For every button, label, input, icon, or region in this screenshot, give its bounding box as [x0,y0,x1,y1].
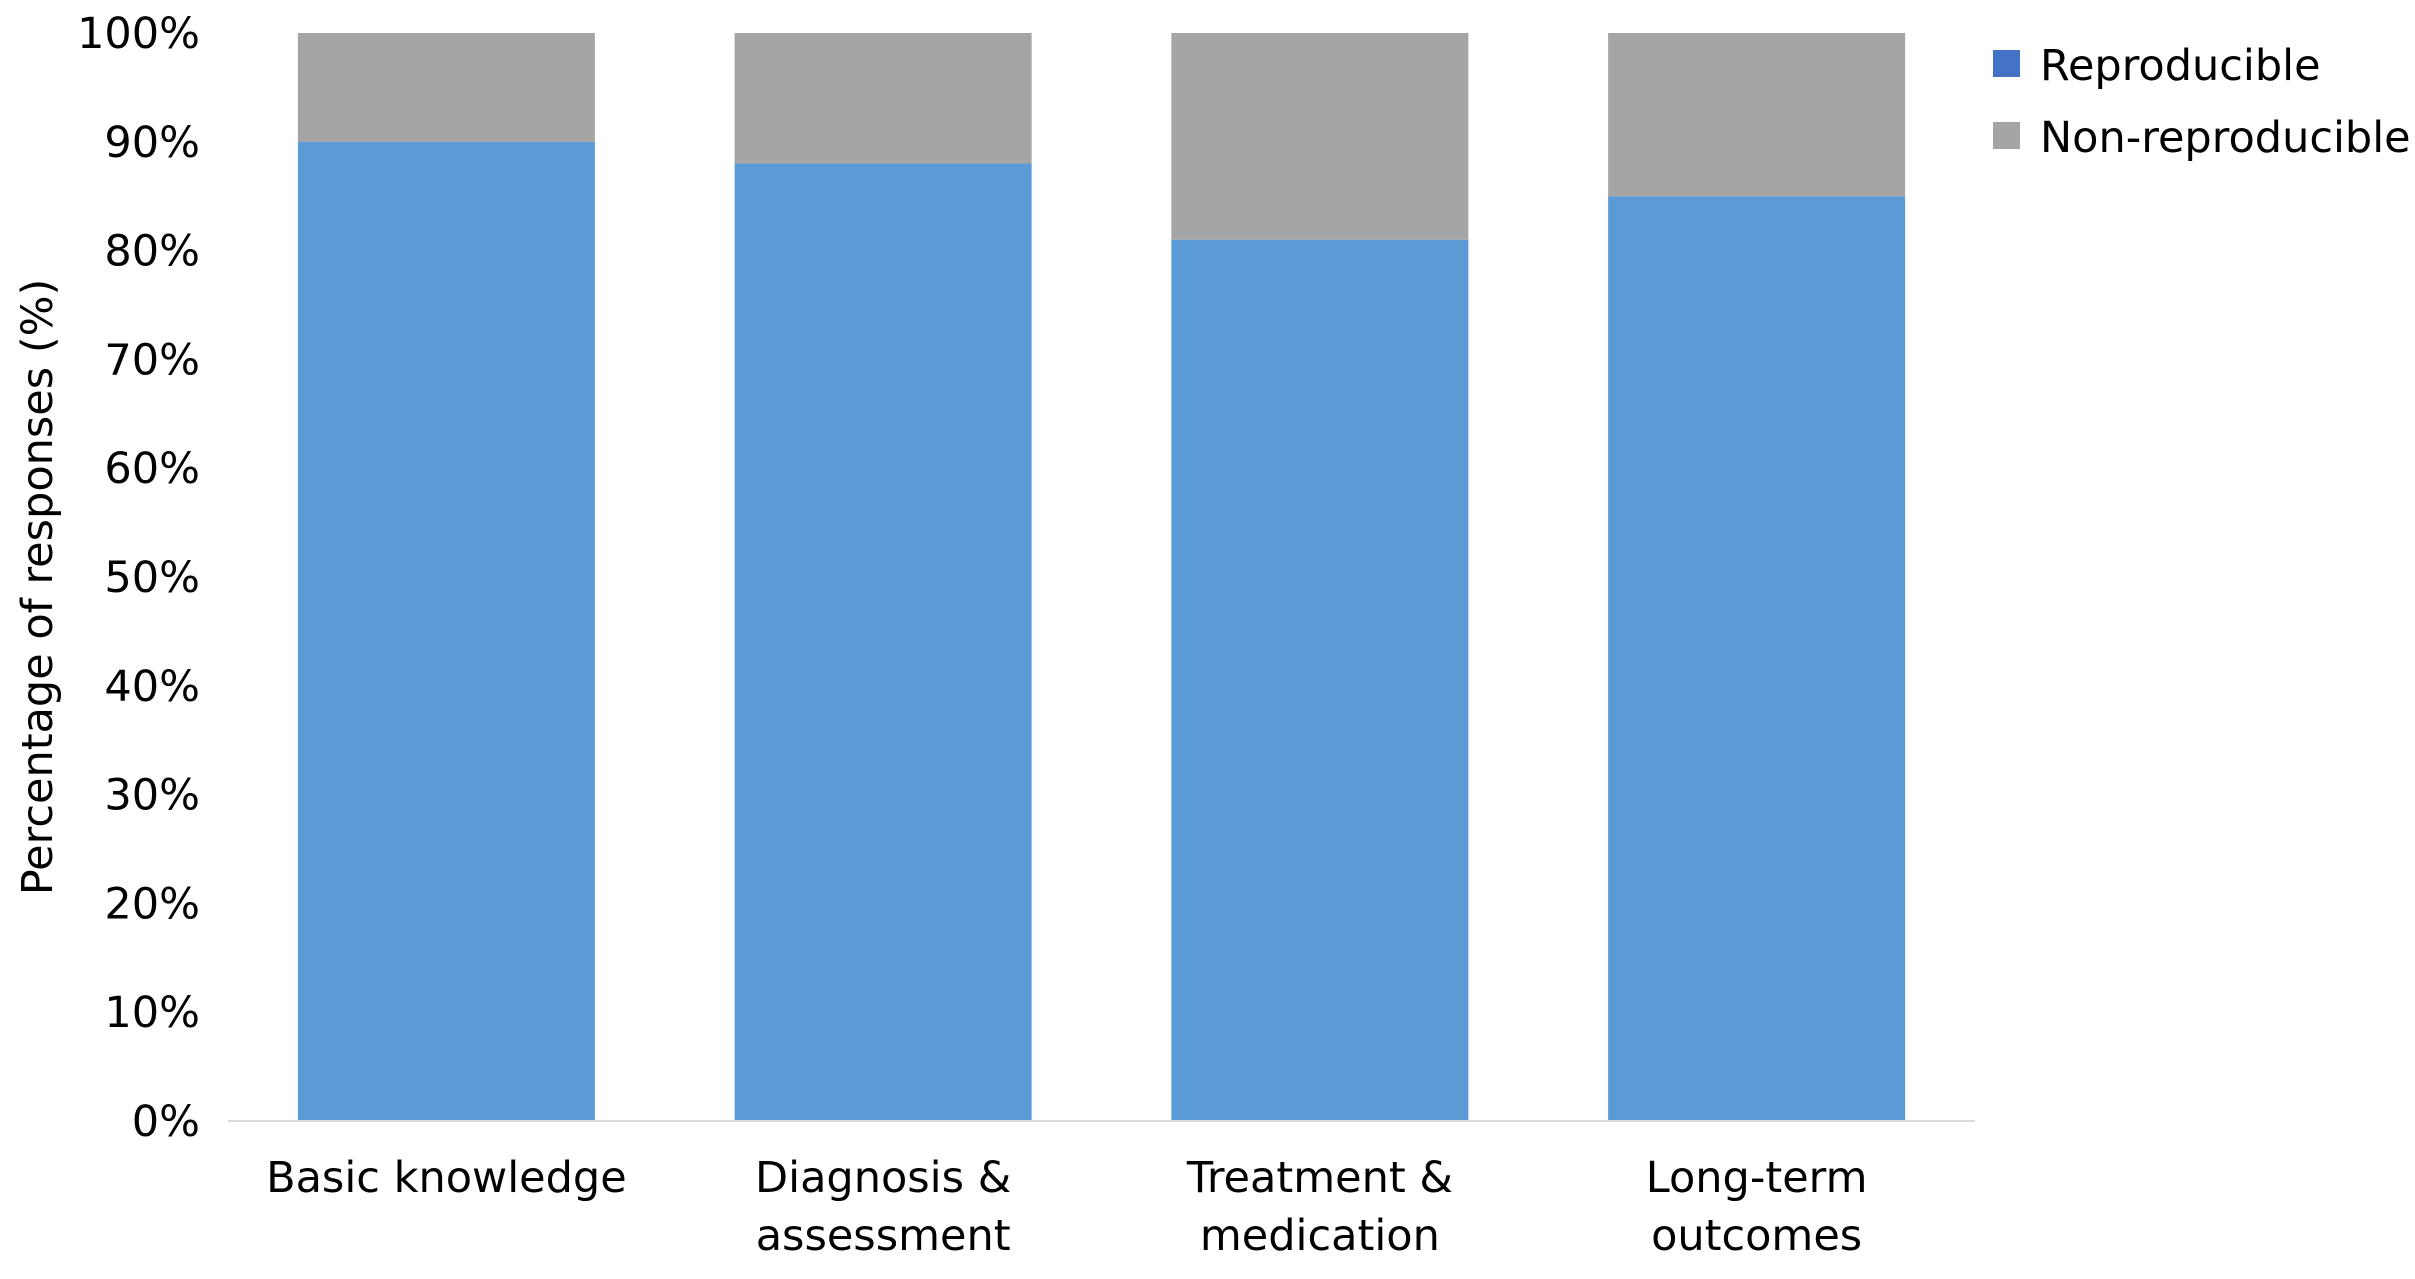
legend: Reproducible Non-reproducible [1993,41,2411,163]
bar-non-reproducible [1171,33,1469,240]
y-tick-label: 30% [104,771,200,821]
x-category-label: Basic knowledge [266,1153,627,1203]
y-tick-label: 60% [104,444,200,494]
legend-swatch [1993,122,2020,149]
y-tick-label: 20% [104,879,200,929]
y-tick-label: 0% [132,1097,200,1147]
bar-reproducible [1171,239,1469,1122]
bars [297,33,1906,1122]
y-tick-label: 100% [77,9,200,59]
y-axis-title: Percentage of responses (%) [13,279,63,895]
legend-label: Non-reproducible [2040,113,2411,163]
bar-reproducible [734,163,1032,1121]
y-tick-label: 80% [104,227,200,277]
x-category-label: Diagnosis & assessment [755,1153,1011,1261]
y-tick-label: 90% [104,118,200,168]
x-axis-labels: Basic knowledge Diagnosis & assessment Trea… [266,1153,1867,1261]
y-tick-label: 50% [104,553,200,603]
bar-non-reproducible [1608,33,1906,197]
x-category-label: Long-term outcomes [1646,1153,1868,1261]
bar-non-reproducible [297,33,595,142]
y-axis-ticks: 0% 10% 20% 30% 40% 50% 60% 70% 80% 90% 100% [77,9,200,1147]
bar-reproducible [1608,196,1906,1121]
y-tick-label: 40% [104,662,200,712]
legend-swatch [1993,50,2020,77]
bar-reproducible [297,141,595,1122]
y-tick-label: 10% [104,988,200,1038]
legend-label: Reproducible [2040,41,2321,91]
bar-non-reproducible [734,33,1032,164]
x-category-label: Treatment & medication [1186,1153,1453,1261]
y-tick-label: 70% [104,335,200,385]
